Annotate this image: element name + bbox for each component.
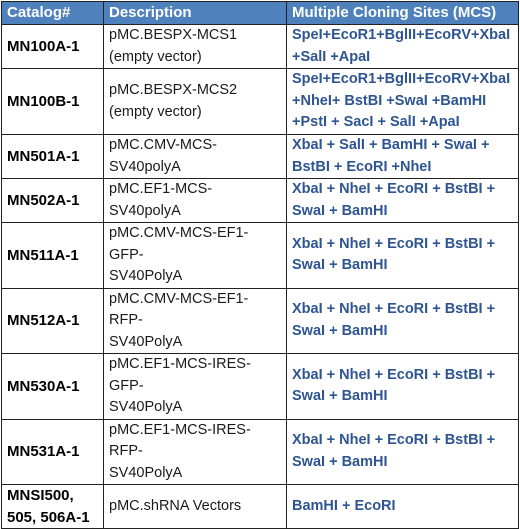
table-row: MN502A-1 pMC.EF1-MCS- SV40polyA XbaI + Nh… [1,178,519,223]
description-line: (empty vector) [109,48,202,65]
table-row: MN531A-1 pMC.EF1-MCS-IRES-RFP- SV40PolyA … [1,418,519,485]
description-line: (empty vector) [109,103,202,120]
catalog-text: MN512A-1 [7,312,80,329]
mcs-line: SwaI + BamHI [292,257,388,274]
catalog-text: MN530A-1 [7,377,80,395]
mcs-line: XbaI + NheI + EcoRI + BstBI + [292,366,496,383]
description-line: pMC.BESPX-MCS2 [109,82,238,98]
mcs-line: SwaI + BamHI [292,202,388,219]
header-mcs: Multiple Cloning Sites (MCS) [286,1,519,25]
description-cell: pMC.shRNA Vectors [103,484,287,529]
catalog-cell: MN511A-1 [1,222,104,289]
table-row: MN100B-1 pMC.BESPX-MCS2 (empty vector) Sp… [1,68,519,135]
description-cell: pMC.CMV-MCS-EF1-GFP- SV40PolyA [103,222,287,289]
catalog-cell: MN530A-1 [1,353,104,420]
description-line: pMC.CMV-MCS-EF1-RFP- [109,290,249,329]
mcs-cell: XbaI + NheI + EcoRI + BstBI + SwaI + BamH… [286,418,519,485]
mcs-line: +PstI + SacI + SalI +ApaI [292,114,460,131]
mcs-line: XbaI + NheI + EcoRI + BstBI + [292,235,496,252]
catalog-text: MN100B-1 [7,92,80,110]
mcs-cell: XbaI + NheI + EcoRI + BstBI + SwaI + BamH… [286,178,519,223]
description-cell: pMC.EF1-MCS-IRES-GFP- SV40PolyA [103,353,287,420]
mcs-cell: XbaI + NheI + EcoRI + BstBI + SwaI + BamH… [286,353,519,420]
catalog-cell: MN501A-1 [1,134,104,179]
mcs-line: SwaI + BamHI [292,453,388,470]
mcs-line: SwaI + BamHI [292,322,388,339]
mcs-cell: SpeI+EcoR1+BglII+EcoRV+XbaI +NheI+ BstBI … [286,68,519,135]
description-line: SV40PolyA [109,399,183,415]
catalog-text: MN502A-1 [7,191,80,209]
mcs-cell: XbaI + NheI + EcoRI + BstBI + SwaI + BamH… [286,287,519,354]
description-line: pMC.EF1-MCS- [109,181,213,197]
mcs-line: SwaI + BamHI [292,388,388,405]
mcs-line: SpeI+EcoR1+BglII+EcoRV+XbaI [292,71,511,88]
catalog-text: MN531A-1 [7,443,80,460]
description-cell: pMC.EF1-MCS- SV40polyA [103,178,287,223]
mcs-line: +NheI+ BstBI +SwaI +BamHI [292,92,487,109]
description-line: SV40polyA [109,202,181,219]
description-cell: pMC.CMV-MCS-EF1-RFP- SV40PolyA [103,287,287,354]
description-line: SV40polyA [109,158,181,175]
mcs-line: XbaI + NheI + EcoRI + BstBI + [292,301,496,318]
mcs-cell: XbaI + SalI + BamHI + SwaI + BstBI + EcoR… [286,134,519,179]
mcs-line: SpeI+EcoR1+BglII+EcoRV+XbaI [292,27,511,43]
header-catalog: Catalog# [1,1,104,25]
mcs-cell: SpeI+EcoR1+BglII+EcoRV+XbaI +SalI +ApaI [286,24,519,69]
catalog-cell: MN100B-1 [1,68,104,135]
mcs-cell: XbaI + NheI + EcoRI + BstBI + SwaI + BamH… [286,222,519,289]
table-row: MNSI500, 505, 506A-1 pMC.shRNA Vectors Ba… [1,484,519,529]
description-line: pMC.shRNA Vectors [109,497,242,514]
header-description: Description [103,1,287,25]
mcs-line: BamHI + EcoRI [292,497,396,514]
catalog-cell: MN100A-1 [1,24,104,69]
mcs-line: XbaI + NheI + EcoRI + BstBI + [292,432,496,449]
catalog-text: 505, 506A-1 [7,508,90,526]
catalog-text: MN100A-1 [7,37,80,55]
catalog-text: MNSI500, [7,487,74,504]
mcs-cell: BamHI + EcoRI [286,484,519,529]
description-cell: pMC.EF1-MCS-IRES-RFP- SV40PolyA [103,418,287,485]
description-line: SV40PolyA [109,464,183,481]
description-cell: pMC.CMV-MCS- SV40polyA [103,134,287,179]
mcs-line: XbaI + NheI + EcoRI + BstBI + [292,181,496,197]
header-row: Catalog# Description Multiple Cloning Si… [1,1,519,25]
description-cell: pMC.BESPX-MCS2 (empty vector) [103,68,287,135]
description-line: pMC.CMV-MCS- [109,137,217,153]
catalog-cell: MN502A-1 [1,178,104,223]
catalog-cell: MNSI500, 505, 506A-1 [1,484,104,529]
table-row: MN100A-1 pMC.BESPX-MCS1 (empty vector) Sp… [1,24,519,69]
catalog-text: MN511A-1 [7,246,79,264]
table-row: MN501A-1 pMC.CMV-MCS- SV40polyA XbaI + Sa… [1,134,519,179]
table-row: MN530A-1 pMC.EF1-MCS-IRES-GFP- SV40PolyA … [1,353,519,420]
description-line: SV40PolyA [109,333,183,350]
description-cell: pMC.BESPX-MCS1 (empty vector) [103,24,287,69]
description-line: pMC.EF1-MCS-IRES-GFP- [109,356,251,394]
catalog-cell: MN512A-1 [1,287,104,354]
mcs-line: +SalI +ApaI [292,48,371,65]
table-row: MN511A-1 pMC.CMV-MCS-EF1-GFP- SV40PolyA X… [1,222,519,289]
catalog-text: MN501A-1 [7,147,80,165]
mcs-line: BstBI + EcoRI +NheI [292,158,432,175]
description-line: pMC.CMV-MCS-EF1-GFP- [109,225,249,263]
mcs-line: XbaI + SalI + BamHI + SwaI + [292,137,490,153]
catalog-cell: MN531A-1 [1,418,104,485]
table-row: MN512A-1 pMC.CMV-MCS-EF1-RFP- SV40PolyA X… [1,287,519,354]
description-line: pMC.EF1-MCS-IRES-RFP- [109,421,251,460]
description-line: SV40PolyA [109,268,183,284]
description-line: pMC.BESPX-MCS1 [109,27,238,43]
